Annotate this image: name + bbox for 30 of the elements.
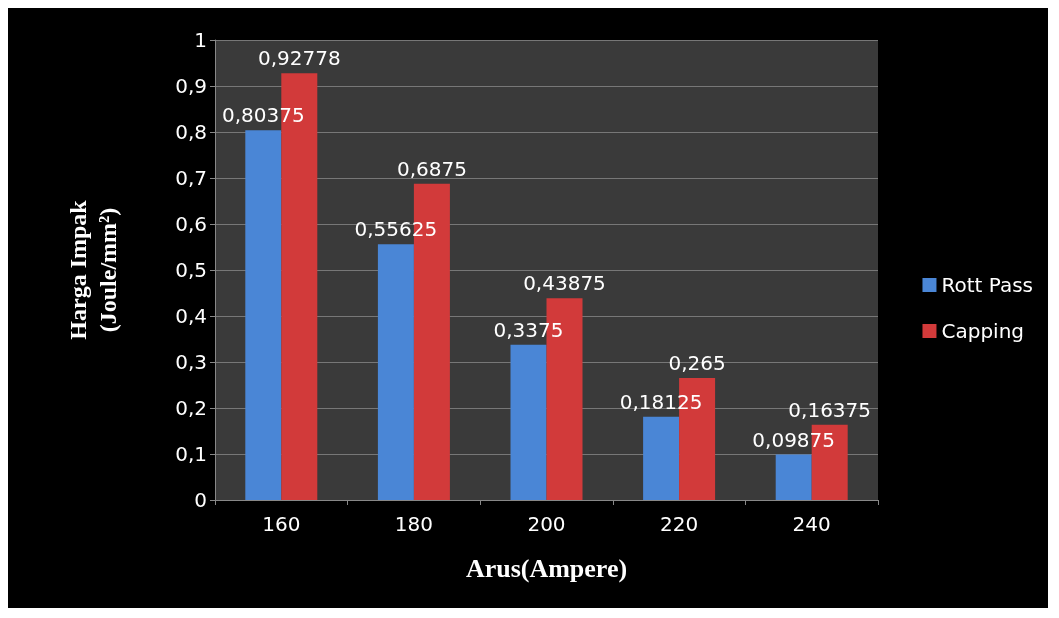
data-label: 0,265 <box>668 351 726 376</box>
y-tick-label: 0,1 <box>175 442 207 466</box>
y-tick-label: 0,9 <box>175 74 207 98</box>
y-tick-label: 0,8 <box>175 120 207 144</box>
legend-label: Rott Pass <box>941 273 1034 297</box>
y-tick-label: 0,6 <box>175 212 207 236</box>
bar <box>245 130 282 500</box>
x-tick-label: 220 <box>660 512 699 536</box>
bar <box>510 344 547 500</box>
legend-label: Capping <box>941 319 1025 343</box>
data-label: 0,16375 <box>788 397 872 422</box>
data-label: 0,6875 <box>396 156 467 181</box>
x-tick-label: 160 <box>262 512 301 536</box>
data-label: 0,43875 <box>523 271 606 296</box>
y-tick-label: 0,5 <box>175 258 207 282</box>
x-tick-label: 240 <box>792 512 831 536</box>
bar <box>643 416 680 500</box>
y-tick-label: 0,7 <box>175 166 207 190</box>
y-tick-label: 0,4 <box>175 304 207 328</box>
x-axis-title: Arus(Ampere) <box>465 553 628 583</box>
y-axis-title: Harga Impak (Joule/mm²) <box>65 199 121 340</box>
bar <box>775 454 812 500</box>
y-tick-label: 0 <box>194 488 207 512</box>
bar <box>377 244 414 500</box>
x-tick-label: 200 <box>527 512 566 536</box>
y-tick-label: 0,2 <box>175 396 207 420</box>
data-label: 0,92778 <box>257 46 341 71</box>
y-tick-label: 0,3 <box>175 350 207 374</box>
y-tick-label: 1 <box>194 28 207 52</box>
x-tick-label: 180 <box>394 512 433 536</box>
